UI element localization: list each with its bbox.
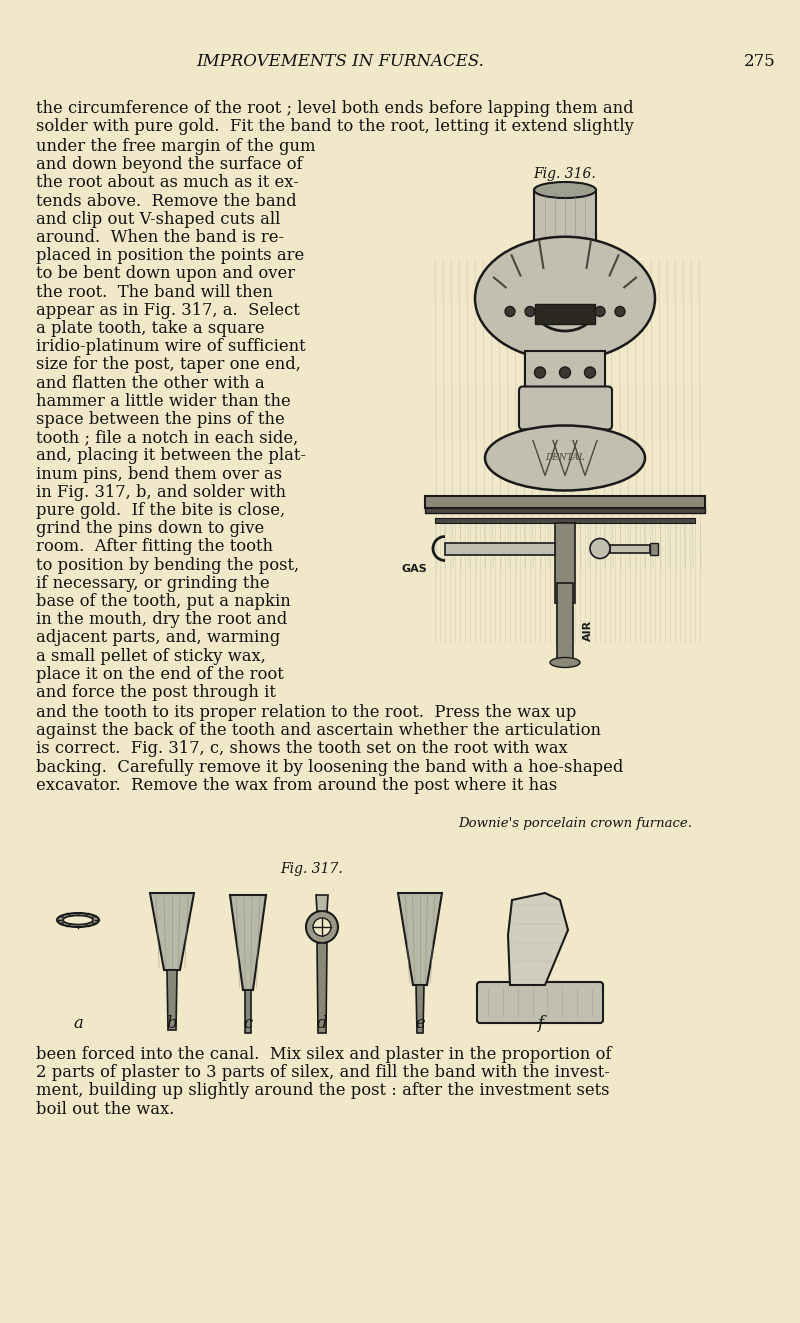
Polygon shape [416,986,424,1033]
Text: against the back of the tooth and ascertain whether the articulation: against the back of the tooth and ascert… [36,722,601,740]
Text: and force the post through it: and force the post through it [36,684,276,701]
Text: room.  After fitting the tooth: room. After fitting the tooth [36,538,273,556]
Circle shape [534,366,546,378]
Ellipse shape [63,916,93,925]
Text: a plate tooth, take a square: a plate tooth, take a square [36,320,265,337]
Circle shape [595,307,605,316]
Ellipse shape [534,183,596,198]
Text: around.  When the band is re-: around. When the band is re- [36,229,284,246]
Bar [435,517,695,523]
Circle shape [585,366,595,378]
Circle shape [525,307,535,316]
Text: and the tooth to its proper relation to the root.  Press the wax up: and the tooth to its proper relation to … [36,704,576,721]
Bar [535,303,595,324]
Text: b: b [166,1015,178,1032]
Text: and clip out V-shaped cuts all: and clip out V-shaped cuts all [36,210,280,228]
Polygon shape [167,970,177,1031]
Polygon shape [150,893,194,970]
Text: iridio-platinum wire of sufficient: iridio-platinum wire of sufficient [36,339,306,355]
Text: and down beyond the surface of: and down beyond the surface of [36,156,302,173]
Text: inum pins, bend them over as: inum pins, bend them over as [36,466,282,483]
Ellipse shape [550,658,580,668]
Circle shape [590,538,610,558]
Text: DENTAL: DENTAL [545,454,585,463]
Text: a small pellet of sticky wax,: a small pellet of sticky wax, [36,647,266,664]
Bar [610,545,650,553]
Polygon shape [398,893,442,986]
Text: Fig. 316.: Fig. 316. [534,167,596,181]
Text: e: e [415,1015,425,1032]
Polygon shape [230,894,266,990]
Text: base of the tooth, put a napkin: base of the tooth, put a napkin [36,593,290,610]
Text: GAS: GAS [402,565,427,574]
Text: and, placing it between the plat-: and, placing it between the plat- [36,447,306,464]
Text: space between the pins of the: space between the pins of the [36,411,285,429]
Circle shape [505,307,515,316]
Text: solder with pure gold.  Fit the band to the root, letting it extend slightly: solder with pure gold. Fit the band to t… [36,118,634,135]
Polygon shape [316,894,328,912]
Circle shape [615,307,625,316]
Text: the root about as much as it ex-: the root about as much as it ex- [36,175,299,192]
Text: to position by bending the post,: to position by bending the post, [36,557,299,574]
Polygon shape [508,893,568,986]
Circle shape [559,366,570,378]
Text: the root.  The band will then: the root. The band will then [36,283,273,300]
Polygon shape [317,943,327,1033]
Text: backing.  Carefully remove it by loosening the band with a hoe-shaped: backing. Carefully remove it by loosenin… [36,758,623,775]
Text: adjacent parts, and, warming: adjacent parts, and, warming [36,630,280,647]
Text: IMPROVEMENTS IN FURNACES.: IMPROVEMENTS IN FURNACES. [196,53,484,70]
Text: d: d [317,1015,327,1032]
Text: to be bent down upon and over: to be bent down upon and over [36,266,295,282]
Ellipse shape [475,237,655,360]
Text: excavator.  Remove the wax from around the post where it has: excavator. Remove the wax from around th… [36,777,558,794]
Text: f: f [537,1015,543,1032]
Bar [557,582,573,663]
Text: in Fig. 317, b, and solder with: in Fig. 317, b, and solder with [36,484,286,501]
Polygon shape [245,990,251,1033]
Polygon shape [525,351,605,390]
Text: tooth ; file a notch in each side,: tooth ; file a notch in each side, [36,429,298,446]
Text: appear as in Fig. 317, a.  Select: appear as in Fig. 317, a. Select [36,302,300,319]
FancyBboxPatch shape [477,982,603,1023]
Text: size for the post, taper one end,: size for the post, taper one end, [36,356,301,373]
Ellipse shape [57,913,99,927]
Text: AIR: AIR [583,620,593,642]
Text: c: c [243,1015,253,1032]
Text: hammer a little wider than the: hammer a little wider than the [36,393,290,410]
Text: a: a [73,1015,83,1032]
Bar [425,496,705,508]
Text: the circumference of the root ; level both ends before lapping them and: the circumference of the root ; level bo… [36,101,634,116]
Bar [650,542,658,554]
FancyBboxPatch shape [519,386,612,430]
Text: 275: 275 [744,53,776,70]
Text: boil out the wax.: boil out the wax. [36,1101,174,1118]
Text: if necessary, or grinding the: if necessary, or grinding the [36,574,270,591]
Text: grind the pins down to give: grind the pins down to give [36,520,264,537]
Ellipse shape [485,426,645,491]
Text: 2 parts of plaster to 3 parts of silex, and fill the band with the invest-: 2 parts of plaster to 3 parts of silex, … [36,1064,610,1081]
Text: tends above.  Remove the band: tends above. Remove the band [36,193,297,209]
Text: Fig. 317.: Fig. 317. [281,863,343,876]
Text: under the free margin of the gum: under the free margin of the gum [36,138,315,155]
Text: been forced into the canal.  Mix silex and plaster in the proportion of: been forced into the canal. Mix silex an… [36,1046,611,1062]
Text: ment, building up slightly around the post : after the investment sets: ment, building up slightly around the po… [36,1082,610,1099]
Text: and flatten the other with a: and flatten the other with a [36,374,265,392]
Text: is correct.  Fig. 317, c, shows the tooth set on the root with wax: is correct. Fig. 317, c, shows the tooth… [36,741,568,757]
FancyBboxPatch shape [534,191,596,245]
Text: placed in position the points are: placed in position the points are [36,247,304,265]
Bar [425,508,705,512]
Circle shape [306,912,338,943]
Bar [555,523,575,602]
Bar [445,542,555,554]
Text: pure gold.  If the bite is close,: pure gold. If the bite is close, [36,501,285,519]
Text: Downie's porcelain crown furnace.: Downie's porcelain crown furnace. [458,818,692,830]
Text: place it on the end of the root: place it on the end of the root [36,665,284,683]
Circle shape [313,918,331,935]
Ellipse shape [534,238,596,251]
Text: in the mouth, dry the root and: in the mouth, dry the root and [36,611,287,628]
